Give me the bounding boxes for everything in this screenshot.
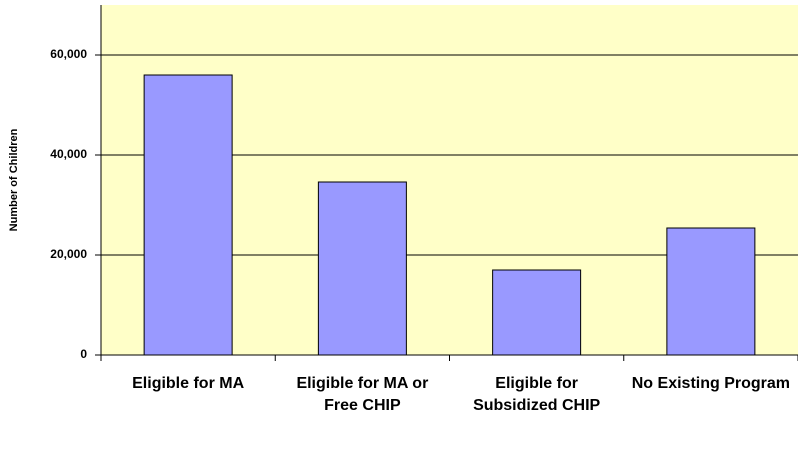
x-tick-label: Eligible for MA or Free CHIP	[296, 375, 429, 414]
y-axis-label: Number of Children	[8, 128, 20, 231]
y-tick-label: 0	[80, 347, 87, 361]
bar	[666, 227, 756, 356]
bar	[143, 74, 233, 356]
y-tick-label: 60,000	[50, 47, 87, 61]
y-tick-label: 40,000	[50, 147, 87, 161]
x-tick-label: No Existing Program	[631, 375, 790, 392]
bar	[317, 181, 407, 356]
bar	[492, 269, 582, 356]
y-tick-label: 20,000	[50, 247, 87, 261]
x-tick-label: Eligible for MA	[132, 375, 245, 392]
x-tick-label: Eligible for Subsidized CHIP	[473, 375, 601, 414]
